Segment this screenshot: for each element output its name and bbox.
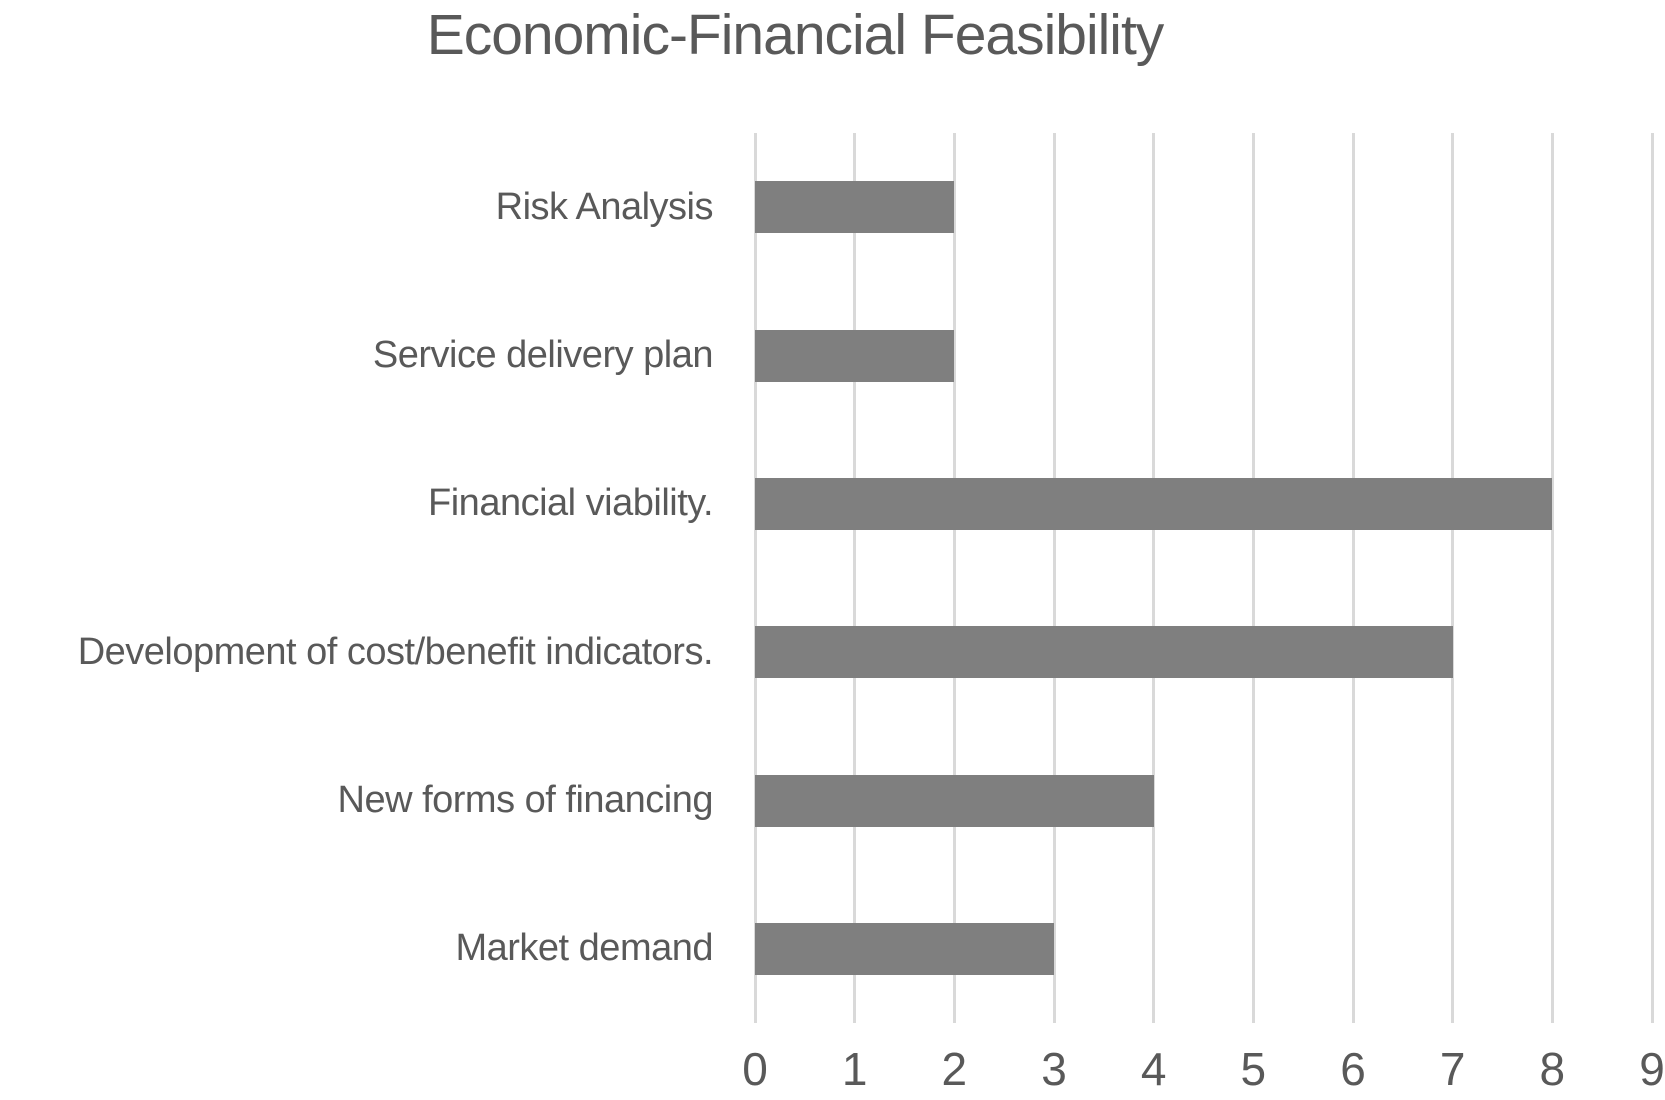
gridline — [1650, 133, 1654, 1023]
gridline — [1152, 133, 1156, 1023]
gridline — [753, 133, 757, 1023]
x-tick-label: 7 — [1439, 1043, 1466, 1095]
category-label: Development of cost/benefit indicators. — [77, 630, 714, 673]
gridline — [1550, 133, 1554, 1023]
bar — [755, 922, 1054, 975]
bar — [755, 181, 955, 234]
gridline — [853, 133, 857, 1023]
bar — [755, 774, 1154, 827]
y-axis-category-labels: Risk Analysis Service delivery plan Financ… — [0, 133, 714, 1023]
gridline — [952, 133, 956, 1023]
chart-title: Economic-Financial Feasibility — [426, 3, 1165, 67]
x-tick-label: 2 — [941, 1043, 968, 1095]
x-tick-label: 5 — [1240, 1043, 1267, 1095]
gridline — [1351, 133, 1355, 1023]
category-label: Risk Analysis — [495, 185, 714, 228]
bar — [755, 329, 955, 382]
x-tick-label: 6 — [1340, 1043, 1366, 1095]
x-axis-tick-labels: 0 1 2 3 4 5 6 7 8 9 — [0, 1042, 1665, 1100]
category-label: Service delivery plan — [372, 333, 714, 376]
bar — [755, 626, 1453, 679]
gridline — [1052, 133, 1056, 1023]
gridline — [1251, 133, 1255, 1023]
gridline — [1451, 133, 1455, 1023]
category-label: New forms of financing — [337, 778, 714, 821]
category-label: Market demand — [455, 927, 713, 970]
x-tick-label: 0 — [742, 1043, 768, 1095]
x-tick-label: 4 — [1140, 1043, 1167, 1095]
x-tick-label: 8 — [1539, 1043, 1566, 1095]
plot-area — [753, 133, 1654, 1023]
bar — [755, 477, 1553, 530]
category-label: Financial viability. — [428, 482, 713, 525]
x-tick-label: 3 — [1041, 1043, 1067, 1095]
x-tick-label: 9 — [1639, 1043, 1665, 1095]
x-tick-label: 1 — [841, 1043, 868, 1095]
